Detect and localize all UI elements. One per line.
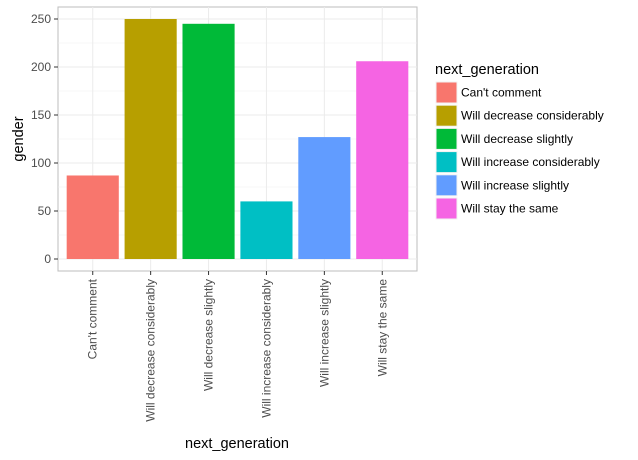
legend-label: Will stay the same [461, 202, 559, 216]
y-tick-label: 200 [31, 60, 51, 74]
legend-key-2 [436, 105, 457, 126]
y-tick-label: 150 [31, 108, 51, 122]
x-tick-label: Will decrease considerably [144, 279, 158, 422]
bar-1 [66, 175, 119, 259]
bar-4 [240, 201, 293, 259]
legend-label: Will decrease considerably [461, 109, 604, 123]
y-tick-label: 250 [31, 12, 51, 26]
bar-5 [298, 137, 351, 259]
x-tick-label: Can't comment [86, 278, 100, 359]
legend-key-1 [436, 82, 457, 103]
legend-key-5 [436, 175, 457, 196]
y-tick-label: 0 [44, 252, 51, 266]
legend-label: Will increase considerably [461, 155, 600, 169]
legend-label: Will increase slightly [461, 178, 569, 192]
y-tick-label: 50 [38, 204, 52, 218]
bar-2 [124, 19, 177, 259]
legend-key-3 [436, 128, 457, 149]
legend-label: Can't comment [461, 86, 542, 100]
x-axis-title: next_generation [185, 436, 289, 452]
x-tick-label: Will increase slightly [317, 279, 331, 387]
x-tick-label: Will stay the same [375, 279, 389, 377]
legend-title: next_generation [435, 62, 539, 78]
legend-key-4 [436, 152, 457, 173]
y-axis-title: gender [11, 116, 27, 161]
y-tick-label: 100 [31, 156, 51, 170]
legend-items: Can't comment Will decrease considerably W… [434, 80, 604, 221]
bar-3 [182, 23, 235, 259]
x-tick-label: Will increase considerably [259, 279, 273, 418]
legend-key-6 [436, 198, 457, 219]
bar-6 [356, 61, 409, 259]
legend-label: Will decrease slightly [461, 132, 573, 146]
bars [66, 19, 409, 259]
x-axis: Can't comment Will decrease considerably W… [86, 271, 389, 422]
legend: next_generation Can't comment Will decrea… [434, 62, 604, 221]
y-axis: 0 50 100 150 200 250 [31, 12, 58, 266]
x-tick-label: Will decrease slightly [202, 279, 216, 391]
